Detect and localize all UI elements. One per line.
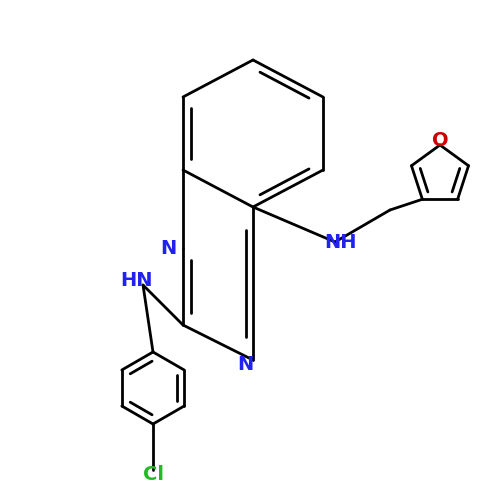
Text: Cl: Cl <box>142 466 164 484</box>
Text: O: O <box>432 130 448 150</box>
Text: N: N <box>238 356 254 374</box>
Text: NH: NH <box>325 232 357 252</box>
Text: HN: HN <box>120 272 153 290</box>
Text: N: N <box>160 238 176 258</box>
